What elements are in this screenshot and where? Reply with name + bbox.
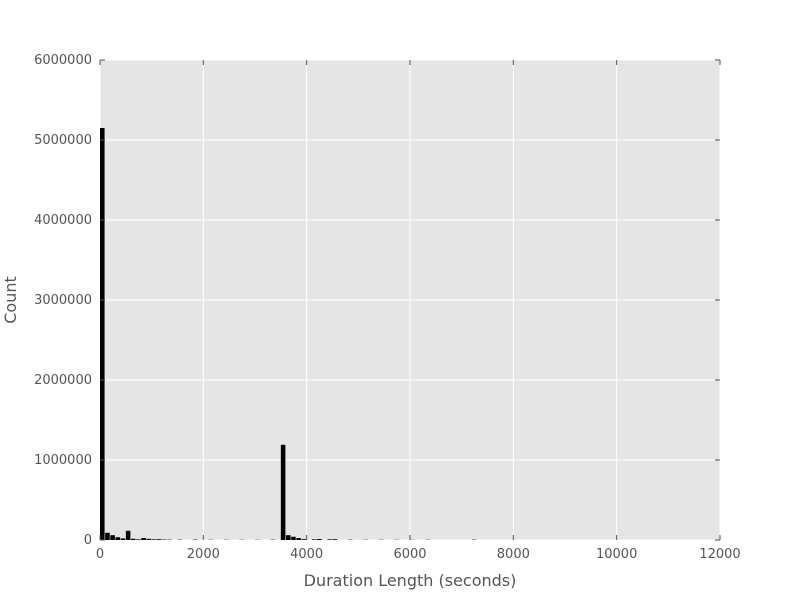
- histogram-bar: [327, 539, 332, 540]
- histogram-bar: [100, 128, 105, 540]
- x-tick-label: 10000: [596, 547, 637, 562]
- x-tick-label: 12000: [699, 547, 740, 562]
- histogram-bar: [317, 539, 322, 540]
- histogram-bar: [311, 539, 317, 540]
- y-tick-label: 6000000: [34, 53, 92, 68]
- histogram-bar: [156, 539, 162, 540]
- histogram-bar: [280, 444, 286, 540]
- histogram-bar: [125, 530, 131, 540]
- x-tick-label: 8000: [497, 547, 530, 562]
- y-tick-label: 3000000: [34, 293, 92, 308]
- histogram-bar: [301, 539, 307, 540]
- histogram-bar: [296, 538, 301, 540]
- histogram-bar: [120, 538, 126, 540]
- histogram-bar: [151, 539, 157, 540]
- histogram-bars: [100, 128, 477, 540]
- histogram-bar: [146, 538, 152, 540]
- axis-ticks: [99, 59, 721, 541]
- y-tick-label: 1000000: [34, 453, 92, 468]
- x-tick-label: 4000: [290, 547, 323, 562]
- y-tick-label: 4000000: [34, 213, 92, 228]
- x-tick-labels: 0 2000 4000 6000 8000 10000 12000: [96, 547, 741, 562]
- y-tick-label: 0: [84, 533, 92, 548]
- y-tick-labels: 0 1000000 2000000 3000000 4000000 5000000 6000…: [34, 53, 92, 548]
- x-tick-label: 2000: [187, 547, 220, 562]
- histogram-bar: [110, 535, 115, 540]
- histogram-bar: [136, 539, 141, 540]
- histogram-bar: [286, 535, 291, 540]
- histogram-bar: [291, 536, 296, 540]
- y-tick-label: 5000000: [34, 133, 92, 148]
- histogram-bar: [332, 539, 338, 540]
- histogram-bar: [115, 537, 121, 540]
- histogram-bar: [105, 532, 110, 540]
- histogram-bar: [131, 538, 136, 540]
- x-axis-label: Duration Length (seconds): [304, 571, 517, 590]
- x-tick-label: 0: [96, 547, 104, 562]
- histogram-bar: [141, 538, 146, 540]
- y-tick-label: 2000000: [34, 373, 92, 388]
- y-axis-label: Count: [1, 276, 20, 324]
- x-tick-label: 6000: [393, 547, 426, 562]
